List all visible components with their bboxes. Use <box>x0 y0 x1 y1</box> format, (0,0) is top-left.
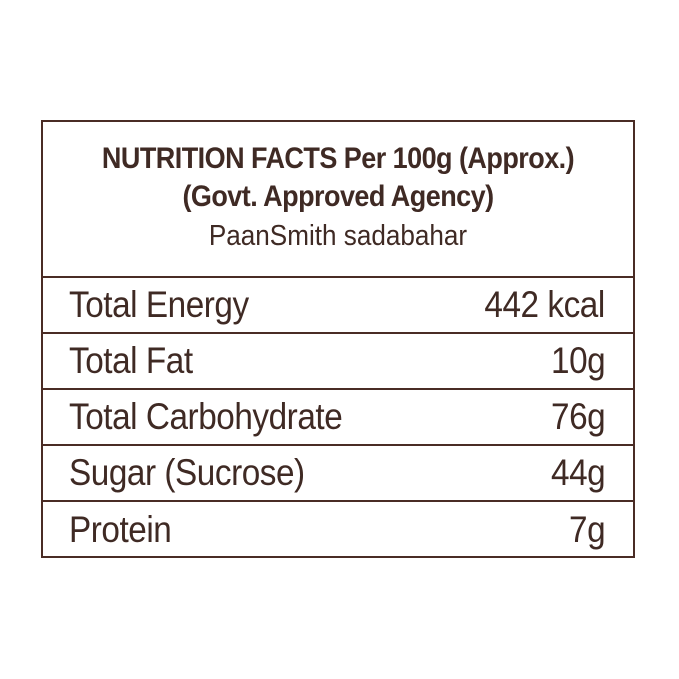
nutrient-label: Total Energy <box>69 284 249 325</box>
nutrition-row-sugar: Sugar (Sucrose) 44g <box>43 446 633 502</box>
nutrient-value: 44g <box>550 452 606 493</box>
nutrition-row-total-carbohydrate: Total Carbohydrate 76g <box>43 390 633 446</box>
nutrient-label: Protein <box>69 509 172 550</box>
nutrient-label: Total Fat <box>69 340 193 381</box>
nutrition-title: NUTRITION FACTS Per 100g (Approx.) <box>101 142 575 175</box>
nutrient-label: Sugar (Sucrose) <box>69 452 305 493</box>
nutrient-value: 76g <box>550 396 606 437</box>
product-name: PaanSmith sadabahar <box>208 220 468 252</box>
nutrient-label: Total Carbohydrate <box>69 396 343 437</box>
nutrition-row-total-energy: Total Energy 442 kcal <box>43 278 633 334</box>
nutrient-value: 442 kcal <box>484 284 606 325</box>
nutrition-facts-panel: NUTRITION FACTS Per 100g (Approx.) (Govt… <box>41 120 635 558</box>
nutrition-row-protein: Protein 7g <box>43 502 633 558</box>
agency-subtitle: (Govt. Approved Agency) <box>182 180 494 213</box>
nutrition-header: NUTRITION FACTS Per 100g (Approx.) (Govt… <box>43 122 633 278</box>
nutrition-row-total-fat: Total Fat 10g <box>43 334 633 390</box>
nutrient-value: 10g <box>550 340 606 381</box>
nutrient-value: 7g <box>568 509 606 550</box>
